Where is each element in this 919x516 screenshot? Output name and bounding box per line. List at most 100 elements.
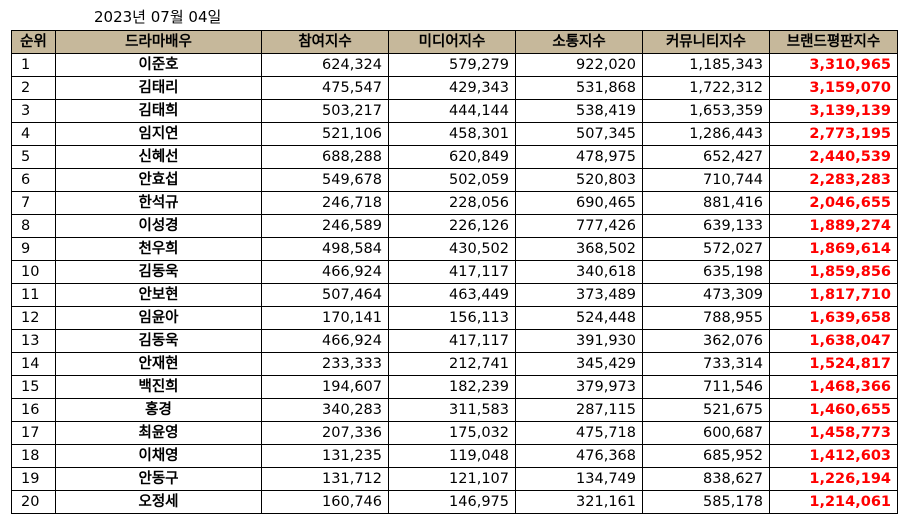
table-row: 2 김태리 475,547 429,343 531,868 1,722,312 3,159,… — [11, 76, 898, 100]
brand-index-cell: 3,159,070 — [769, 76, 898, 100]
community-cell: 685,952 — [642, 444, 770, 468]
communication-cell: 922,020 — [515, 53, 643, 77]
media-cell: 228,056 — [388, 191, 516, 215]
actor-cell: 임윤아 — [55, 306, 262, 330]
communication-cell: 777,426 — [515, 214, 643, 238]
brand-index-cell: 1,817,710 — [769, 283, 898, 307]
media-cell: 417,117 — [388, 260, 516, 284]
table-row: 6 안효섭 549,678 502,059 520,803 710,744 2,283,28… — [11, 168, 898, 192]
rank-cell: 5 — [11, 145, 56, 169]
participation-cell: 246,589 — [261, 214, 389, 238]
rank-cell: 2 — [11, 76, 56, 100]
table-row: 20 오정세 160,746 146,975 321,161 585,178 1,214,0… — [11, 490, 898, 514]
actor-cell: 이성경 — [55, 214, 262, 238]
media-cell: 463,449 — [388, 283, 516, 307]
actor-cell: 이준호 — [55, 53, 262, 77]
media-cell: 119,048 — [388, 444, 516, 468]
community-cell: 711,546 — [642, 375, 770, 399]
table-row: 16 홍경 340,283 311,583 287,115 521,675 1,460,65… — [11, 398, 898, 422]
table-row: 4 임지연 521,106 458,301 507,345 1,286,443 2,773,… — [11, 122, 898, 146]
media-cell: 620,849 — [388, 145, 516, 169]
participation-cell: 549,678 — [261, 168, 389, 192]
rank-cell: 3 — [11, 99, 56, 123]
participation-cell: 507,464 — [261, 283, 389, 307]
participation-cell: 688,288 — [261, 145, 389, 169]
communication-cell: 379,973 — [515, 375, 643, 399]
rank-cell: 1 — [11, 53, 56, 77]
participation-cell: 521,106 — [261, 122, 389, 146]
brand-index-cell: 2,773,195 — [769, 122, 898, 146]
brand-index-cell: 1,226,194 — [769, 467, 898, 491]
communication-cell: 475,718 — [515, 421, 643, 445]
communication-cell: 391,930 — [515, 329, 643, 353]
participation-cell: 170,141 — [261, 306, 389, 330]
header-brand-index: 브랜드평판지수 — [769, 30, 898, 54]
communication-cell: 478,975 — [515, 145, 643, 169]
community-cell: 521,675 — [642, 398, 770, 422]
community-cell: 572,027 — [642, 237, 770, 261]
communication-cell: 373,489 — [515, 283, 643, 307]
community-cell: 600,687 — [642, 421, 770, 445]
brand-index-cell: 1,458,773 — [769, 421, 898, 445]
table-row: 5 신혜선 688,288 620,849 478,975 652,427 2,440,53… — [11, 145, 898, 169]
table-row: 1 이준호 624,324 579,279 922,020 1,185,343 3,310,… — [11, 53, 898, 77]
community-cell: 710,744 — [642, 168, 770, 192]
header-communication: 소통지수 — [515, 30, 643, 54]
participation-cell: 246,718 — [261, 191, 389, 215]
table-row: 13 김동욱 466,924 417,117 391,930 362,076 1,638,0… — [11, 329, 898, 353]
actor-cell: 신혜선 — [55, 145, 262, 169]
media-cell: 458,301 — [388, 122, 516, 146]
actor-cell: 임지연 — [55, 122, 262, 146]
rank-cell: 11 — [11, 283, 56, 307]
media-cell: 212,741 — [388, 352, 516, 376]
participation-cell: 207,336 — [261, 421, 389, 445]
participation-cell: 160,746 — [261, 490, 389, 514]
actor-cell: 김동욱 — [55, 260, 262, 284]
brand-index-cell: 3,139,139 — [769, 99, 898, 123]
communication-cell: 134,749 — [515, 467, 643, 491]
rank-cell: 20 — [11, 490, 56, 514]
media-cell: 182,239 — [388, 375, 516, 399]
actor-cell: 안보현 — [55, 283, 262, 307]
media-cell: 430,502 — [388, 237, 516, 261]
participation-cell: 131,712 — [261, 467, 389, 491]
community-cell: 1,653,359 — [642, 99, 770, 123]
table-row: 10 김동욱 466,924 417,117 340,618 635,198 1,859,8… — [11, 260, 898, 284]
actor-cell: 홍경 — [55, 398, 262, 422]
actor-cell: 안효섭 — [55, 168, 262, 192]
brand-index-cell: 2,046,655 — [769, 191, 898, 215]
rank-cell: 6 — [11, 168, 56, 192]
media-cell: 502,059 — [388, 168, 516, 192]
rank-cell: 4 — [11, 122, 56, 146]
participation-cell: 475,547 — [261, 76, 389, 100]
community-cell: 881,416 — [642, 191, 770, 215]
participation-cell: 131,235 — [261, 444, 389, 468]
brand-index-cell: 1,524,817 — [769, 352, 898, 376]
rank-cell: 18 — [11, 444, 56, 468]
participation-cell: 624,324 — [261, 53, 389, 77]
table-row: 12 임윤아 170,141 156,113 524,448 788,955 1,639,6… — [11, 306, 898, 330]
brand-index-cell: 1,468,366 — [769, 375, 898, 399]
communication-cell: 538,419 — [515, 99, 643, 123]
media-cell: 311,583 — [388, 398, 516, 422]
brand-reputation-table: 순위 드라마배우 참여지수 미디어지수 소통지수 커뮤니티지수 브랜드평판지수 … — [11, 30, 898, 514]
communication-cell: 368,502 — [515, 237, 643, 261]
media-cell: 121,107 — [388, 467, 516, 491]
table-row: 8 이성경 246,589 226,126 777,426 639,133 1,889,27… — [11, 214, 898, 238]
communication-cell: 531,868 — [515, 76, 643, 100]
brand-index-cell: 1,639,658 — [769, 306, 898, 330]
actor-cell: 김태리 — [55, 76, 262, 100]
media-cell: 175,032 — [388, 421, 516, 445]
media-cell: 417,117 — [388, 329, 516, 353]
rank-cell: 9 — [11, 237, 56, 261]
rank-cell: 17 — [11, 421, 56, 445]
participation-cell: 503,217 — [261, 99, 389, 123]
media-cell: 429,343 — [388, 76, 516, 100]
header-rank: 순위 — [11, 30, 56, 54]
rank-cell: 19 — [11, 467, 56, 491]
actor-cell: 백진희 — [55, 375, 262, 399]
participation-cell: 233,333 — [261, 352, 389, 376]
report-date: 2023년 07월 04일 — [94, 8, 222, 26]
brand-index-cell: 1,214,061 — [769, 490, 898, 514]
table-row: 9 천우희 498,584 430,502 368,502 572,027 1,869,61… — [11, 237, 898, 261]
